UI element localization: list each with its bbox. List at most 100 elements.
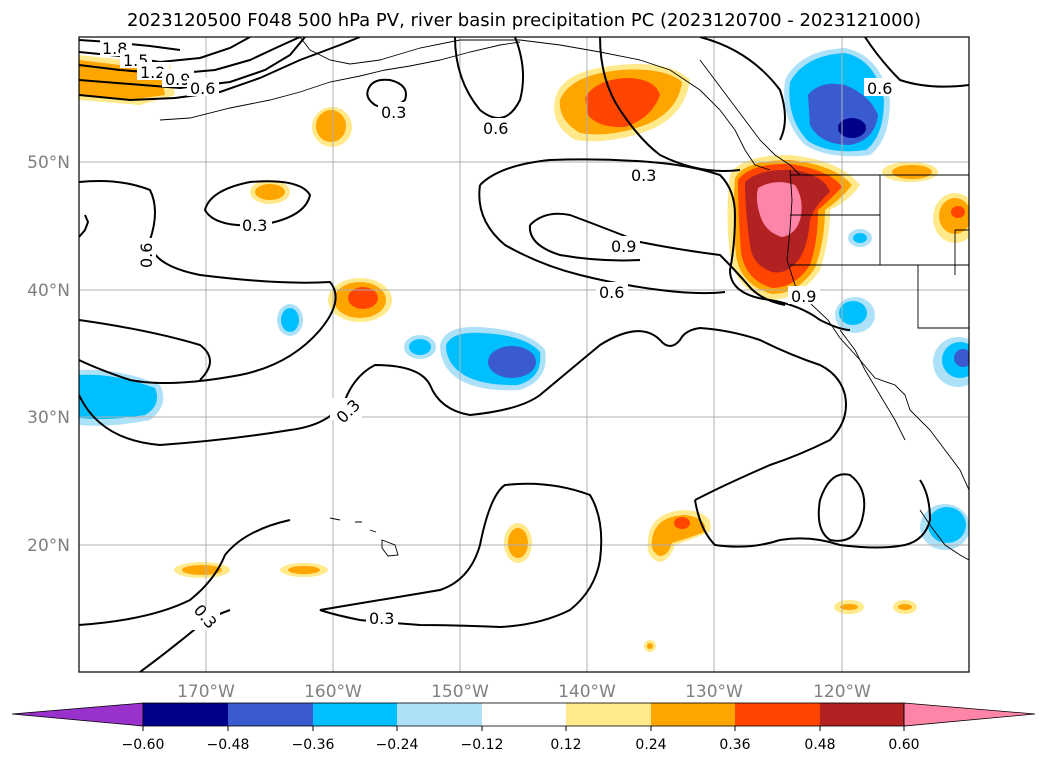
positive-anomaly-region xyxy=(585,78,660,128)
pv-contour-line xyxy=(528,224,641,262)
colorbar-segment xyxy=(735,703,820,726)
pv-contour-line xyxy=(79,37,361,102)
contour-label: 0.6 xyxy=(190,79,215,98)
map-panel: 1.8 1.5 1.2 0.9 0.6 0.3 0.3 0.6 0.6 0.3 xyxy=(27,36,970,702)
colorbar-tick-label: 0.60 xyxy=(888,737,919,753)
colorbar-frame xyxy=(142,702,905,727)
hawaii-islands xyxy=(329,517,399,557)
pv-contour-line xyxy=(203,180,312,227)
positive-anomaly-region xyxy=(898,604,912,610)
colorbar-segment xyxy=(143,703,228,726)
contour-label: 0.6 xyxy=(137,243,156,268)
bc-coastline xyxy=(699,59,801,176)
us-state-borders xyxy=(790,174,969,329)
contour-label: 0.6 xyxy=(483,119,508,138)
pv-contour-line xyxy=(79,37,306,90)
lon-label: 170°W xyxy=(177,682,235,702)
lon-label: 140°W xyxy=(558,682,616,702)
lat-label: 40°N xyxy=(27,281,70,301)
alaska-aleutian-coastline xyxy=(159,41,521,121)
positive-anomaly-region xyxy=(316,110,346,142)
precip-anomaly-shading xyxy=(79,48,969,652)
negative-anomaly-region xyxy=(839,301,867,325)
positive-anomaly-region xyxy=(255,184,285,200)
colorbar-tick-label: −0.36 xyxy=(292,737,335,753)
colorbar-tick-label: 0.36 xyxy=(719,737,750,753)
colorbar-tick-label: 0.12 xyxy=(550,737,581,753)
pv-contour-line xyxy=(864,37,969,88)
contour-label: 0.6 xyxy=(599,283,624,302)
colorbar-tick-label: −0.12 xyxy=(461,737,504,753)
pv-contour-line xyxy=(79,519,291,626)
positive-anomaly-region xyxy=(674,517,690,529)
contour-labels: 1.8 1.5 1.2 0.9 0.6 0.3 0.3 0.6 0.6 0.3 xyxy=(100,38,896,632)
pv-contour-line xyxy=(79,180,337,385)
negative-anomaly-region xyxy=(488,346,536,378)
pv-contour-line xyxy=(454,37,524,119)
colorbar-segment xyxy=(228,703,313,726)
colorbar-tick-label: −0.60 xyxy=(122,737,165,753)
colorbar-segment xyxy=(482,703,566,726)
positive-anomaly-region xyxy=(182,565,222,575)
lat-label: 50°N xyxy=(27,153,70,173)
pv-contour-line xyxy=(319,482,603,629)
figure-title: 2023120500 F048 500 hPa PV, river basin … xyxy=(127,10,921,31)
map-frame xyxy=(78,36,970,673)
contour-label: 1.2 xyxy=(140,63,165,82)
lon-label: 120°W xyxy=(813,682,871,702)
positive-anomaly-region xyxy=(288,566,320,574)
negative-anomaly-region xyxy=(281,308,299,332)
pv-contour-line xyxy=(79,319,211,381)
colorbar-tick-label: −0.48 xyxy=(207,737,250,753)
longitude-labels: 170°W 160°W 150°W 140°W 130°W 120°W xyxy=(177,682,871,702)
pv-contour-line xyxy=(694,479,932,549)
colorbar-segment xyxy=(820,703,904,726)
pv-contour-line xyxy=(79,326,847,501)
lat-label: 20°N xyxy=(27,536,70,556)
contour-label: 0.3 xyxy=(631,166,656,185)
colorbar-ticks xyxy=(142,726,905,731)
pv-contour-line xyxy=(478,184,726,295)
positive-anomaly-region xyxy=(892,165,932,179)
pv-contour-line xyxy=(817,473,866,542)
colorbar-segment xyxy=(313,703,397,726)
alaska-coastline xyxy=(299,37,771,171)
colorbar-segment xyxy=(651,703,735,726)
negative-anomaly-region xyxy=(409,339,431,355)
latitude-labels: 20°N 30°N 40°N 50°N xyxy=(27,153,70,556)
lat-label: 30°N xyxy=(27,408,70,428)
baja-coastline xyxy=(839,329,906,441)
colorbar-segment xyxy=(397,703,482,726)
negative-anomaly-region xyxy=(838,118,866,138)
lon-label: 150°W xyxy=(431,682,489,702)
colorbar-tick-label: −0.24 xyxy=(376,737,419,753)
negative-anomaly-region xyxy=(853,233,867,243)
negative-anomaly-region xyxy=(954,349,969,367)
positive-anomaly-region xyxy=(951,206,965,218)
colorbar-tick-label: 0.24 xyxy=(635,737,666,753)
contour-label: 0.9 xyxy=(611,237,636,256)
contour-label: 0.3 xyxy=(242,216,267,235)
positive-anomaly-region xyxy=(348,287,378,309)
lon-label: 160°W xyxy=(304,682,362,702)
colorbar-extend-low xyxy=(11,702,144,727)
positive-anomaly-region xyxy=(840,604,858,610)
positive-anomaly-region xyxy=(647,643,653,649)
pv-contour-line xyxy=(79,37,301,76)
contour-label: 0.3 xyxy=(381,103,406,122)
pv-contour-line xyxy=(479,158,851,331)
lon-label: 130°W xyxy=(685,682,743,702)
contour-label: 0.9 xyxy=(791,287,816,306)
colorbar-tick-labels: −0.60 −0.48 −0.36 −0.24 −0.12 0.12 0.24 … xyxy=(122,737,920,753)
colorbar: −0.60 −0.48 −0.36 −0.24 −0.12 0.12 0.24 … xyxy=(11,702,1036,753)
negative-anomaly-region xyxy=(79,374,158,419)
positive-anomaly-region xyxy=(651,515,706,556)
pv-contour-line xyxy=(366,78,407,109)
gridlines xyxy=(79,37,969,672)
colorbar-segment xyxy=(566,703,651,726)
contour-label: 0.9 xyxy=(165,70,190,89)
pv-contour-line xyxy=(529,212,786,306)
pv-contour-line xyxy=(699,37,786,141)
mexico-coastline xyxy=(919,509,969,561)
